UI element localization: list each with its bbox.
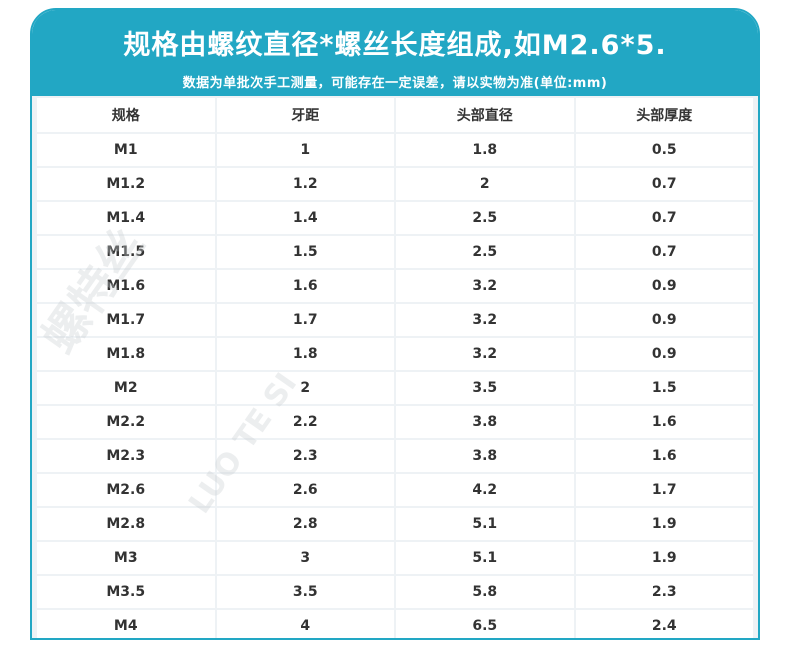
table-row: M1.8 1.8 3.2 0.9 xyxy=(37,338,753,370)
cell-pitch: 2 xyxy=(216,372,394,404)
cell-head-thickness: 0.9 xyxy=(575,270,753,302)
table-row: M1.7 1.7 3.2 0.9 xyxy=(37,304,753,336)
cell-size: M1 xyxy=(37,134,215,166)
table-header-row: 规格 牙距 头部直径 头部厚度 xyxy=(37,98,753,132)
cell-size: M4 xyxy=(37,610,215,638)
cell-size: M1.8 xyxy=(37,338,215,370)
cell-head-thickness: 1.5 xyxy=(575,372,753,404)
spec-table: 规格 牙距 头部直径 头部厚度 M1 1 1.8 0.5 M1.2 1.2 2 0.7 M1.4… xyxy=(35,96,755,638)
cell-head-diameter: 2.5 xyxy=(396,202,574,234)
cell-head-thickness: 1.6 xyxy=(575,406,753,438)
cell-head-thickness: 1.9 xyxy=(575,508,753,540)
cell-size: M1.7 xyxy=(37,304,215,336)
spec-card: 规格由螺纹直径*螺丝长度组成,如M2.6*5. 数据为单批次手工测量，可能存在一… xyxy=(30,8,760,640)
table-row: M2 2 3.5 1.5 xyxy=(37,372,753,404)
cell-pitch: 2.8 xyxy=(216,508,394,540)
cell-size: M3 xyxy=(37,542,215,574)
cell-size: M2 xyxy=(37,372,215,404)
cell-pitch: 1.5 xyxy=(216,236,394,268)
cell-size: M1.6 xyxy=(37,270,215,302)
column-header-head-diameter: 头部直径 xyxy=(396,98,574,132)
cell-size: M1.4 xyxy=(37,202,215,234)
cell-head-diameter: 2.5 xyxy=(396,236,574,268)
cell-pitch: 1.6 xyxy=(216,270,394,302)
cell-pitch: 2.2 xyxy=(216,406,394,438)
cell-pitch: 1.7 xyxy=(216,304,394,336)
cell-size: M2.3 xyxy=(37,440,215,472)
cell-pitch: 3.5 xyxy=(216,576,394,608)
cell-head-thickness: 0.9 xyxy=(575,338,753,370)
page-subtitle: 数据为单批次手工测量，可能存在一定误差，请以实物为准(单位:mm) xyxy=(182,76,608,91)
cell-head-thickness: 0.9 xyxy=(575,304,753,336)
page-title: 规格由螺纹直径*螺丝长度组成,如M2.6*5. xyxy=(123,30,667,61)
column-header-pitch: 牙距 xyxy=(216,98,394,132)
cell-head-thickness: 0.7 xyxy=(575,236,753,268)
cell-head-diameter: 3.5 xyxy=(396,372,574,404)
cell-head-thickness: 1.6 xyxy=(575,440,753,472)
cell-pitch: 2.6 xyxy=(216,474,394,506)
cell-head-thickness: 0.7 xyxy=(575,202,753,234)
cell-pitch: 1.8 xyxy=(216,338,394,370)
table-row: M1.2 1.2 2 0.7 xyxy=(37,168,753,200)
table-row: M1.4 1.4 2.5 0.7 xyxy=(37,202,753,234)
table-row: M1 1 1.8 0.5 xyxy=(37,134,753,166)
column-header-head-thickness: 头部厚度 xyxy=(575,98,753,132)
table-body: M1 1 1.8 0.5 M1.2 1.2 2 0.7 M1.4 1.4 2.5 0.7 M1.5 1.5… xyxy=(37,134,753,638)
cell-pitch: 1.2 xyxy=(216,168,394,200)
cell-head-diameter: 6.5 xyxy=(396,610,574,638)
cell-head-diameter: 5.8 xyxy=(396,576,574,608)
cell-head-diameter: 4.2 xyxy=(396,474,574,506)
cell-head-thickness: 1.7 xyxy=(575,474,753,506)
table-row: M1.6 1.6 3.2 0.9 xyxy=(37,270,753,302)
cell-head-thickness: 2.4 xyxy=(575,610,753,638)
header-banner: 规格由螺纹直径*螺丝长度组成,如M2.6*5. 数据为单批次手工测量，可能存在一… xyxy=(32,10,758,96)
cell-head-diameter: 5.1 xyxy=(396,542,574,574)
cell-size: M3.5 xyxy=(37,576,215,608)
cell-head-diameter: 3.8 xyxy=(396,406,574,438)
table-row: M3.5 3.5 5.8 2.3 xyxy=(37,576,753,608)
cell-head-thickness: 0.5 xyxy=(575,134,753,166)
table-row: M1.5 1.5 2.5 0.7 xyxy=(37,236,753,268)
cell-pitch: 2.3 xyxy=(216,440,394,472)
table-row: M3 3 5.1 1.9 xyxy=(37,542,753,574)
cell-pitch: 1 xyxy=(216,134,394,166)
cell-size: M2.2 xyxy=(37,406,215,438)
cell-pitch: 1.4 xyxy=(216,202,394,234)
table-row: M2.8 2.8 5.1 1.9 xyxy=(37,508,753,540)
cell-head-thickness: 0.7 xyxy=(575,168,753,200)
cell-size: M2.6 xyxy=(37,474,215,506)
cell-head-thickness: 1.9 xyxy=(575,542,753,574)
table-row: M2.3 2.3 3.8 1.6 xyxy=(37,440,753,472)
cell-head-thickness: 2.3 xyxy=(575,576,753,608)
cell-head-diameter: 3.2 xyxy=(396,338,574,370)
cell-size: M2.8 xyxy=(37,508,215,540)
cell-head-diameter: 2 xyxy=(396,168,574,200)
table-row: M4 4 6.5 2.4 xyxy=(37,610,753,638)
cell-head-diameter: 3.8 xyxy=(396,440,574,472)
cell-head-diameter: 3.2 xyxy=(396,270,574,302)
cell-size: M1.2 xyxy=(37,168,215,200)
cell-pitch: 4 xyxy=(216,610,394,638)
column-header-size: 规格 xyxy=(37,98,215,132)
table-container: 规格 牙距 头部直径 头部厚度 M1 1 1.8 0.5 M1.2 1.2 2 0.7 M1.4… xyxy=(32,96,758,638)
cell-pitch: 3 xyxy=(216,542,394,574)
cell-head-diameter: 5.1 xyxy=(396,508,574,540)
table-row: M2.2 2.2 3.8 1.6 xyxy=(37,406,753,438)
table-row: M2.6 2.6 4.2 1.7 xyxy=(37,474,753,506)
cell-head-diameter: 1.8 xyxy=(396,134,574,166)
cell-head-diameter: 3.2 xyxy=(396,304,574,336)
cell-size: M1.5 xyxy=(37,236,215,268)
